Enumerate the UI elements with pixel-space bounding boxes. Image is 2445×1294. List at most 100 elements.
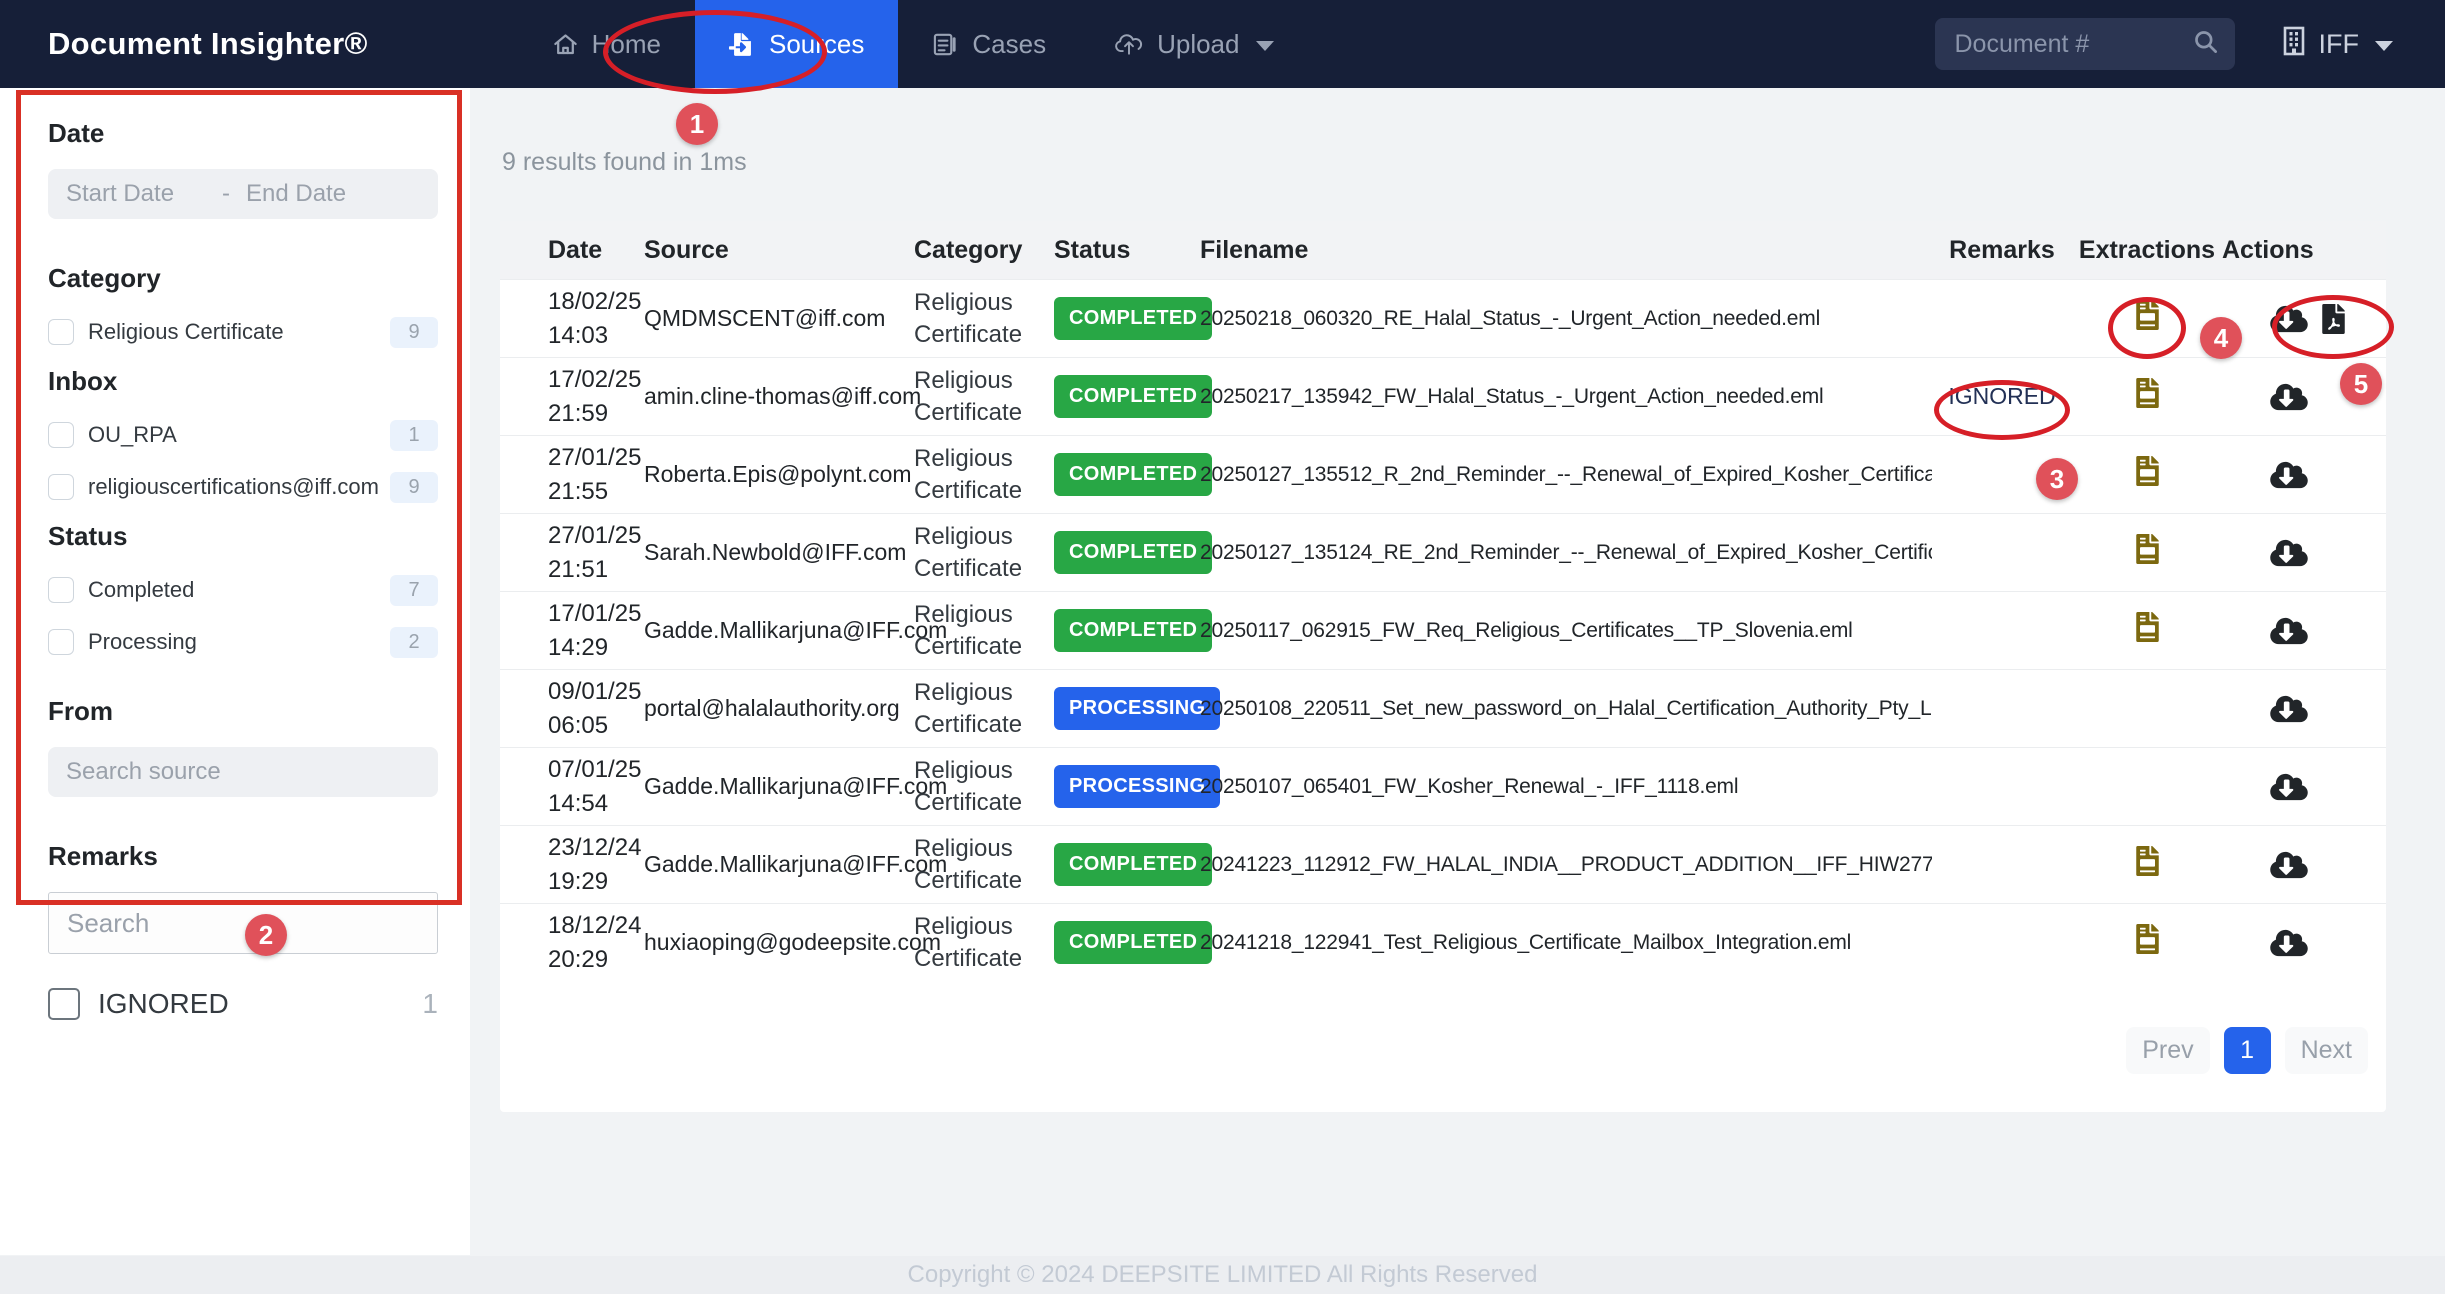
cell-source: Roberta.Epis@polynt.com xyxy=(644,461,912,487)
extraction-file-icon[interactable] xyxy=(2135,846,2159,876)
cell-extractions xyxy=(2072,924,2222,961)
account-menu[interactable]: IFF xyxy=(2281,26,2393,63)
status-badge: COMPLETED xyxy=(1054,453,1213,496)
checkbox[interactable] xyxy=(48,577,74,603)
facet-label: OU_RPA xyxy=(88,422,177,447)
page-1-button[interactable]: 1 xyxy=(2223,1027,2271,1074)
download-cloud-icon[interactable] xyxy=(2270,928,2308,958)
start-date-input[interactable] xyxy=(66,180,216,208)
column-header-date: Date xyxy=(548,235,603,264)
status-badge: COMPLETED xyxy=(1054,297,1213,340)
download-cloud-icon[interactable] xyxy=(2270,850,2308,880)
download-cloud-icon[interactable] xyxy=(2270,382,2308,412)
search-icon[interactable] xyxy=(2192,28,2219,60)
building-icon xyxy=(2281,26,2307,63)
extraction-file-icon[interactable] xyxy=(2135,456,2159,486)
cell-category: Religious Certificate xyxy=(914,834,1023,894)
facet-count: 7 xyxy=(390,574,438,606)
table-row: 27/01/25 21:51 Sarah.Newbold@IFF.com Reli… xyxy=(500,513,2386,591)
cell-category: Religious Certificate xyxy=(914,366,1023,426)
cell-actions xyxy=(2222,616,2362,646)
checkbox[interactable] xyxy=(48,319,74,345)
download-cloud-icon[interactable] xyxy=(2270,694,2308,724)
next-page-button[interactable]: Next xyxy=(2284,1027,2368,1074)
download-cloud-icon[interactable] xyxy=(2270,538,2308,568)
cell-category: Religious Certificate xyxy=(914,444,1023,504)
extraction-file-icon[interactable] xyxy=(2135,924,2159,954)
cell-filename: 20250127_135124_RE_2nd_Reminder_--_Renew… xyxy=(1200,540,1932,564)
cell-actions xyxy=(2222,460,2362,490)
extraction-file-icon[interactable] xyxy=(2135,378,2159,408)
cell-actions xyxy=(2222,772,2362,802)
prev-page-button[interactable]: Prev xyxy=(2126,1027,2210,1074)
facet-completed: Completed 7 xyxy=(48,572,438,608)
pagination: Prev 1 Next xyxy=(500,981,2386,1112)
nav-label-home: Home xyxy=(591,28,661,59)
cell-category: Religious Certificate xyxy=(914,288,1023,348)
cell-filename: 20250117_062915_FW_Req_Religious_Certifi… xyxy=(1200,618,1853,642)
results-table: Date Source Category Status Filename Rem… xyxy=(500,221,2386,1112)
cell-date: 17/02/25 21:59 xyxy=(548,365,642,427)
facet-count: 2 xyxy=(390,626,438,658)
facet-count: 1 xyxy=(422,988,438,1019)
document-search-input[interactable] xyxy=(1954,29,2192,59)
cell-extractions xyxy=(2072,846,2222,883)
source-search-input[interactable] xyxy=(48,747,438,797)
cloud-upload-icon xyxy=(1114,32,1144,56)
app-title: Document Insighter® xyxy=(48,26,368,61)
checkbox[interactable] xyxy=(48,629,74,655)
nav-item-upload[interactable]: Upload xyxy=(1080,0,1308,88)
download-cloud-icon[interactable] xyxy=(2270,616,2308,646)
filter-sidebar: Date - Category Religious Certificate 9 … xyxy=(0,88,470,1255)
column-header-source: Source xyxy=(644,235,729,264)
cell-source: portal@halalauthority.org xyxy=(644,695,900,721)
cell-date: 09/01/25 06:05 xyxy=(548,677,642,739)
cell-extractions xyxy=(2072,300,2222,337)
filter-heading-category: Category xyxy=(48,263,161,293)
table-row: 17/02/25 21:59 amin.cline-thomas@iff.com … xyxy=(500,357,2386,435)
extraction-file-icon[interactable] xyxy=(2135,300,2159,330)
filter-heading-date: Date xyxy=(48,118,105,148)
download-cloud-icon[interactable] xyxy=(2270,304,2308,334)
cell-extractions xyxy=(2072,534,2222,571)
table-row: 09/01/25 06:05 portal@halalauthority.org … xyxy=(500,669,2386,747)
cell-filename: 20241223_112912_FW_HALAL_INDIA__PRODUCT_… xyxy=(1200,852,1932,876)
status-badge: PROCESSING xyxy=(1054,765,1221,808)
cell-date: 27/01/25 21:55 xyxy=(548,443,642,505)
facet-ou-rpa: OU_RPA 1 xyxy=(48,417,438,453)
column-header-extractions: Extractions xyxy=(2078,235,2216,264)
cell-source: Gadde.Mallikarjuna@IFF.com xyxy=(644,851,948,877)
table-header-row: Date Source Category Status Filename Rem… xyxy=(500,221,2386,279)
cell-date: 23/12/24 19:29 xyxy=(548,833,642,895)
facet-count: 9 xyxy=(390,471,438,503)
end-date-input[interactable] xyxy=(246,180,396,208)
download-cloud-icon[interactable] xyxy=(2270,460,2308,490)
facet-count: 9 xyxy=(390,316,438,348)
remarks-search-input[interactable] xyxy=(48,892,438,954)
extraction-file-icon[interactable] xyxy=(2135,612,2159,642)
facet-ignored: IGNORED 1 xyxy=(48,988,438,1020)
nav-item-cases[interactable]: Cases xyxy=(898,0,1080,88)
cell-extractions xyxy=(2072,612,2222,649)
nav-item-sources[interactable]: Sources xyxy=(694,0,899,88)
nav-item-home[interactable]: Home xyxy=(518,0,695,88)
download-cloud-icon[interactable] xyxy=(2270,772,2308,802)
cell-actions xyxy=(2222,694,2362,724)
facet-religiouscertifications: religiouscertifications@iff.com 9 xyxy=(48,469,438,505)
checkbox[interactable] xyxy=(48,988,80,1020)
cell-actions xyxy=(2222,538,2362,568)
cell-status: COMPLETED xyxy=(1054,609,1213,652)
facet-count: 1 xyxy=(390,419,438,451)
facet-label: religiouscertifications@iff.com xyxy=(88,474,379,499)
nav-label-sources: Sources xyxy=(768,28,865,59)
checkbox[interactable] xyxy=(48,422,74,448)
table-row: 23/12/24 19:29 Gadde.Mallikarjuna@IFF.com… xyxy=(500,825,2386,903)
table-row: 17/01/25 14:29 Gadde.Mallikarjuna@IFF.com… xyxy=(500,591,2386,669)
main-content: 9 results found in 1ms Date Source Categ… xyxy=(470,88,2445,1112)
extraction-file-icon[interactable] xyxy=(2135,534,2159,564)
cell-actions xyxy=(2222,928,2362,958)
cell-extractions xyxy=(2072,378,2222,415)
checkbox[interactable] xyxy=(48,474,74,500)
pdf-file-icon[interactable] xyxy=(2322,303,2345,334)
cell-filename: 20250127_135512_R_2nd_Reminder_--_Renewa… xyxy=(1200,462,1932,486)
